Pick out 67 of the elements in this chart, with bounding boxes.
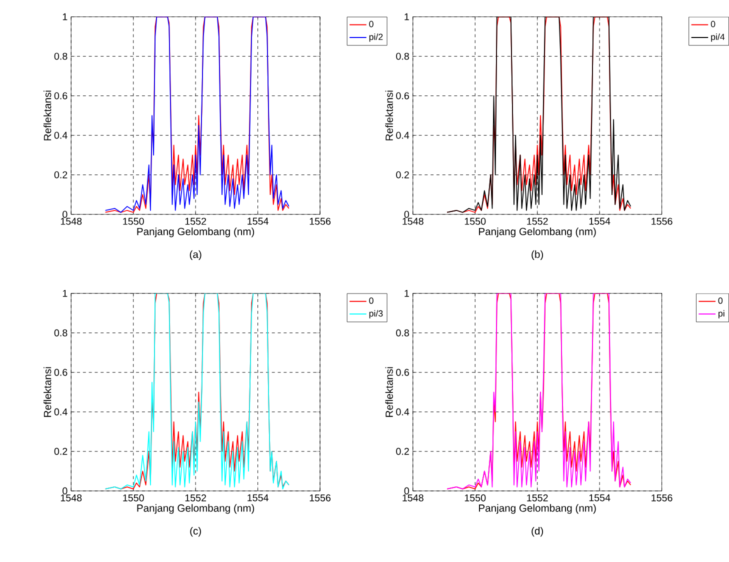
x-tick-label: 1548	[402, 218, 424, 225]
y-axis-title: Reflektansi	[385, 90, 393, 140]
legend-label: 0	[710, 20, 716, 28]
x-tick-label: 1552	[185, 218, 206, 225]
line-series	[104, 16, 290, 213]
x-tick-label: 1548	[60, 218, 82, 225]
x-tick-label: 1552	[185, 494, 206, 502]
y-tick-label: 0.6	[54, 368, 68, 376]
x-tick-label: 1556	[310, 218, 331, 225]
legend-label: pi/4	[711, 34, 725, 42]
x-tick-label: 1550	[464, 218, 486, 225]
x-axis-title: Panjang Gelombang (nm)	[479, 228, 596, 238]
x-tick-label: 1552	[527, 218, 548, 225]
text: (a)	[190, 250, 202, 260]
y-tick-label: 0.4	[396, 408, 410, 416]
x-tick-label: 1554	[589, 218, 610, 225]
legend-label: 0	[718, 297, 723, 304]
y-tick-label: 1	[404, 13, 409, 20]
x-tick-label: 1556	[652, 494, 672, 502]
y-axis-title: Reflektansi	[385, 367, 393, 417]
y-tick-label: 0.2	[54, 171, 68, 178]
x-axis-title: Panjang Gelombang (nm)	[137, 504, 254, 514]
y-axis-title: Reflektansi	[44, 90, 52, 140]
legend-label: pi	[718, 310, 724, 318]
y-tick-label: 0.4	[54, 408, 68, 416]
y-tick-label: 0.8	[54, 52, 68, 60]
line-series	[104, 293, 290, 490]
x-tick-label: 1556	[652, 218, 672, 225]
y-axis-title: Reflektansi	[44, 367, 52, 417]
y-tick-label: 0	[62, 487, 68, 494]
x-tick-label: 1556	[310, 494, 331, 502]
y-tick-label: 1	[62, 290, 68, 297]
y-tick-label: 1	[62, 13, 68, 20]
x-tick-label: 1552	[527, 494, 548, 502]
legend-label: pi/3	[369, 310, 383, 318]
legend-label: pi/2	[369, 34, 383, 42]
text: (d)	[532, 526, 544, 537]
y-tick-label: 0.2	[396, 448, 409, 455]
x-tick-label: 1550	[123, 494, 144, 502]
y-tick-label: 0	[404, 487, 410, 494]
legend-label: 0	[369, 297, 374, 304]
x-axis-title: Panjang Gelombang (nm)	[137, 228, 254, 238]
x-axis-title: Panjang Gelombang (nm)	[479, 504, 596, 514]
x-tick-label: 1548	[60, 494, 82, 502]
x-tick-label: 1550	[464, 494, 486, 502]
y-tick-label: 1	[404, 290, 409, 297]
y-tick-label: 0.8	[396, 52, 409, 60]
y-tick-label: 0.6	[54, 92, 68, 100]
y-tick-label: 0.2	[54, 448, 68, 455]
line-series	[446, 293, 632, 490]
y-tick-label: 0	[404, 210, 410, 218]
x-tick-label: 1554	[589, 494, 610, 502]
x-tick-label: 1554	[248, 494, 268, 502]
y-tick-label: 0.2	[396, 171, 409, 178]
text: (b)	[532, 250, 544, 260]
y-tick-label: 0.8	[396, 329, 409, 336]
x-tick-label: 1550	[123, 218, 144, 225]
y-tick-label: 0.4	[54, 132, 68, 139]
y-tick-label: 0.6	[396, 368, 409, 376]
y-tick-label: 0	[62, 210, 68, 218]
y-tick-label: 0.8	[54, 329, 68, 336]
x-tick-label: 1548	[402, 494, 424, 502]
y-tick-label: 0.4	[396, 132, 410, 139]
y-tick-label: 0.6	[396, 92, 409, 100]
x-tick-label: 1554	[248, 218, 268, 225]
legend-label: 0	[369, 20, 374, 28]
text: (c)	[190, 526, 201, 537]
